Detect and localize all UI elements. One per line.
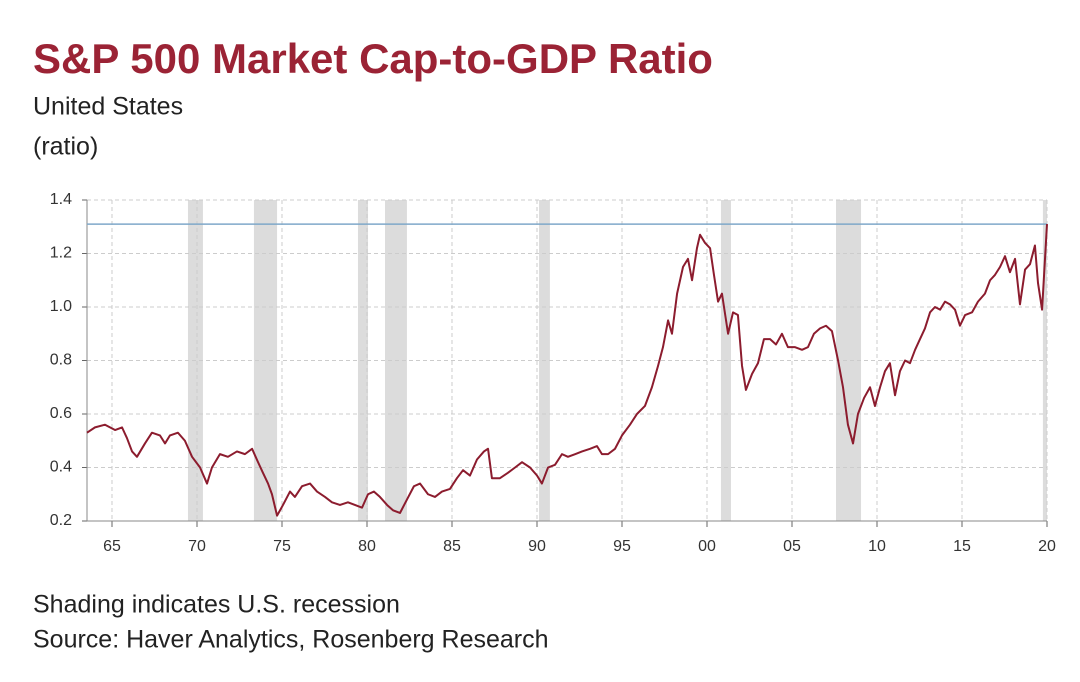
y-tick-label: 1.4 [50, 191, 72, 208]
x-tick-label: 00 [698, 538, 716, 555]
x-tick-label: 75 [273, 538, 291, 555]
x-tick-label: 70 [188, 538, 206, 555]
x-tick-label: 15 [953, 538, 971, 555]
x-tick-label: 20 [1038, 538, 1056, 555]
x-tick-label: 10 [868, 538, 886, 555]
y-tick-label: 0.4 [50, 459, 72, 476]
x-tick-label: 65 [103, 538, 121, 555]
y-tick-label: 0.6 [50, 405, 72, 422]
note: Shading indicates U.S. recession [33, 591, 400, 619]
recession-band [836, 200, 862, 521]
y-tick-label: 1.2 [50, 245, 72, 262]
plot-area: 0.2 0.4 0.6 0.8 1.0 1.2 1.4 65 70 75 80 85 90 95 00 05 1… [50, 191, 1056, 555]
x-tick-label: 05 [783, 538, 801, 555]
note: Source: Haver Analytics, Rosenberg Resea… [33, 626, 549, 654]
x-tick-label: 95 [613, 538, 631, 555]
y-tick-label: 1.0 [50, 298, 72, 315]
x-tick-label: 80 [358, 538, 376, 555]
y-tick-label: 0.8 [50, 352, 72, 369]
data-line [86, 224, 1048, 517]
x-tick-label: 90 [528, 538, 546, 555]
x-tick-label: 85 [443, 538, 461, 555]
chart-subtitle: United States [33, 93, 183, 121]
recession-band [1042, 200, 1047, 521]
y-axis-label: (ratio) [33, 133, 98, 161]
chart-title: S&P 500 Market Cap-to-GDP Ratio [33, 35, 713, 82]
y-tick-label: 0.2 [50, 512, 72, 529]
